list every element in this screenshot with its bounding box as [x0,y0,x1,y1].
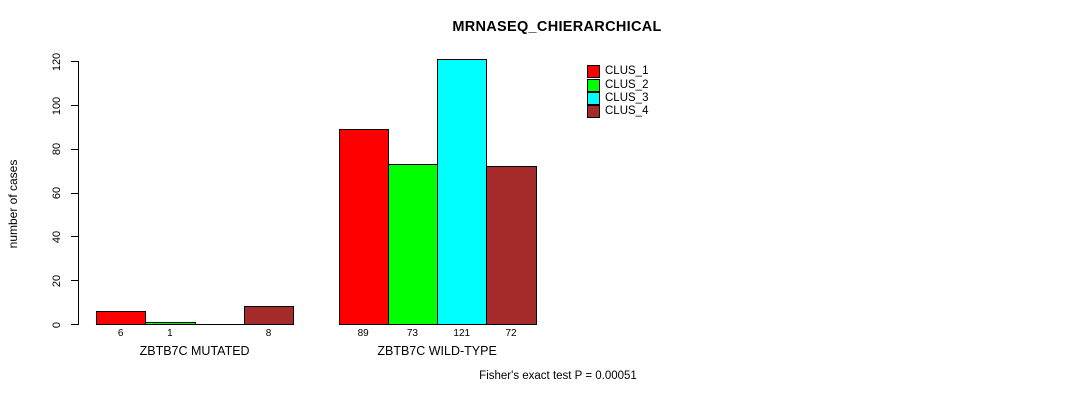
legend: CLUS_1 CLUS_2 CLUS_3 CLUS_4 [587,65,648,119]
group-label: ZBTB7C MUTATED [139,344,250,358]
y-tick-label: 0 [51,321,63,328]
annotation-fisher-test: Fisher's exact test P = 0.00051 [479,370,637,382]
bar-clus_1-wildtype [338,129,389,325]
y-tick [71,192,78,194]
bar-value-label: 8 [265,328,272,339]
chart-title: MRNASEQ_CHIERARCHICAL [452,19,662,35]
legend-item-clus_2: CLUS_2 [587,78,649,92]
y-tick-label: 80 [51,143,63,156]
bar-value-label: 72 [505,328,517,339]
legend-label: CLUS_4 [605,105,649,118]
y-tick [71,324,78,325]
bar-clus_3-wildtype [437,59,488,325]
bar-value-label: 1 [167,328,173,339]
bar-clus_4-wildtype [486,166,537,325]
legend-swatch-icon [587,78,600,92]
y-tick-label: 60 [51,187,63,200]
y-tick-label: 20 [51,274,63,287]
y-axis-line [78,61,79,325]
legend-swatch-icon [587,105,600,119]
y-tick [71,148,78,150]
bar-clus_1-mutated [96,310,147,325]
legend-swatch-icon [587,65,600,79]
bar-value-label: 6 [117,328,124,339]
y-tick-label: 120 [51,52,63,72]
group-label: ZBTB7C WILD-TYPE [377,344,497,358]
y-tick-label: 100 [51,96,63,115]
y-tick [71,105,78,107]
legend-swatch-icon [587,91,600,105]
bar-value-label: 121 [453,328,471,339]
bar-clus_2-mutated [145,321,196,325]
bar-value-label: 73 [406,328,418,339]
y-tick [71,236,78,238]
legend-item-clus_4: CLUS_4 [587,105,649,119]
y-tick [71,280,78,282]
y-tick-label: 40 [51,230,63,244]
bar-clus_2-wildtype [387,164,439,325]
legend-label: CLUS_2 [605,78,649,91]
legend-label: CLUS_1 [605,65,649,78]
legend-item-clus_1: CLUS_1 [587,65,649,79]
bar-value-label: 89 [357,328,369,339]
legend-item-clus_3: CLUS_3 [587,91,649,105]
y-tick [71,61,78,63]
bar-clus_4-mutated [243,306,295,325]
legend-label: CLUS_3 [605,91,649,104]
